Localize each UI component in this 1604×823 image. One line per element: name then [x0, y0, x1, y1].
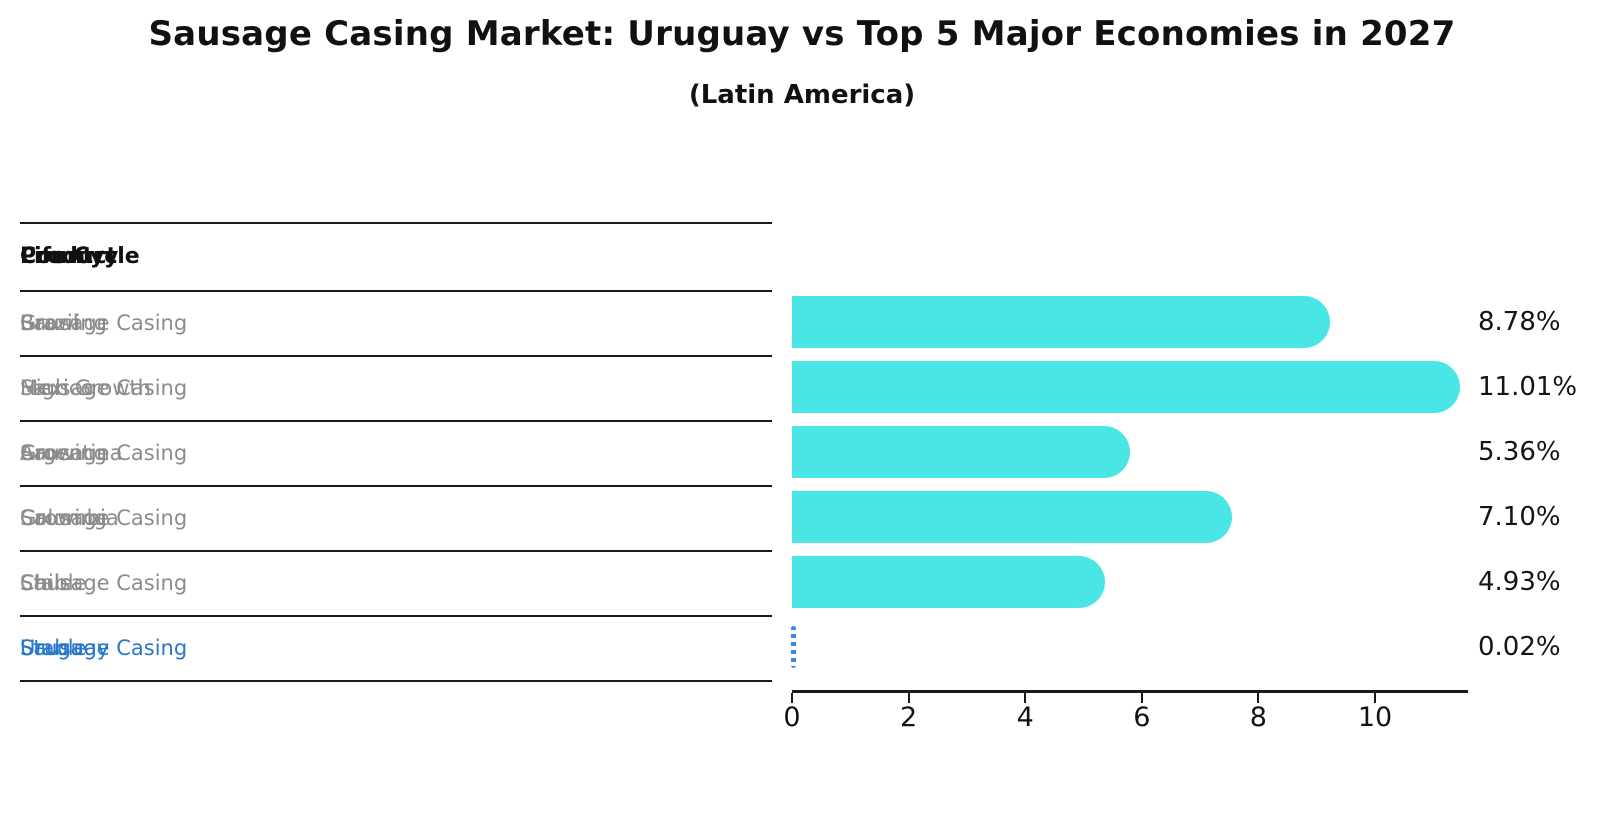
x-axis-tick [1257, 693, 1260, 703]
table-rule [20, 420, 772, 422]
value-label-argentina: 5.36% [1478, 437, 1561, 467]
x-axis-tick [907, 693, 910, 703]
x-axis-tick-label: 8 [1249, 702, 1267, 733]
table-rule [20, 485, 772, 487]
table-cell-life-cycle: High Growth [20, 375, 151, 400]
table-header-row: Country Product Life Cycle [20, 222, 772, 290]
table-cell-country: Colombia [20, 505, 119, 530]
table-cell-life-cycle: Growing [20, 440, 107, 465]
x-axis-tick-label: 6 [1133, 702, 1151, 733]
table-cell-country: Chile [20, 570, 73, 595]
bar-colombia [792, 491, 1232, 543]
table-row: Uruguay Sausage Casing Stable [20, 615, 772, 680]
table-cell-product: Sausage Casing [20, 635, 188, 660]
table-row: Chile Sausage Casing Stable [20, 550, 772, 615]
table-row: Brazil Sausage Casing Growing [20, 290, 772, 355]
x-axis-line [792, 690, 1468, 693]
value-label-colombia: 7.10% [1478, 502, 1561, 532]
page-subtitle: (Latin America) [688, 80, 916, 110]
table-cell-life-cycle: Stable [20, 570, 87, 595]
table-header-cell: Product [20, 243, 118, 269]
table-rule [20, 615, 772, 617]
value-label-mexico: 11.01% [1478, 372, 1578, 402]
table-cell-product: Sausage Casing [20, 440, 188, 465]
bar-uruguay [791, 626, 796, 668]
table-cell-life-cycle: Growing [20, 505, 107, 530]
table-row: Colombia Sausage Casing Growing [20, 485, 772, 550]
table-cell-product: Sausage Casing [20, 570, 188, 595]
value-label-brazil: 8.78% [1478, 307, 1561, 337]
bar-brazil [792, 296, 1330, 348]
bar-chile [792, 556, 1105, 608]
table-cell-life-cycle: Stable [20, 635, 87, 660]
table-cell-product: Sausage Casing [20, 505, 188, 530]
x-axis-tick-label: 10 [1357, 702, 1393, 733]
table-rule [20, 290, 772, 292]
x-axis-tick-label: 2 [900, 702, 918, 733]
table-rule [20, 355, 772, 357]
table-row: Argentina Sausage Casing Growing [20, 420, 772, 485]
x-axis-tick-label: 0 [783, 702, 801, 733]
table-cell-country: Argentina [20, 440, 123, 465]
table-header-cell: Country [20, 243, 119, 269]
table-cell-product: Sausage Casing [20, 375, 188, 400]
table-cell-product: Sausage Casing [20, 310, 188, 335]
x-axis-tick [1024, 693, 1027, 703]
x-axis-tick [1140, 693, 1143, 703]
table-rule [20, 680, 772, 682]
table-header-cell: Life Cycle [20, 243, 140, 269]
bar-mexico [792, 361, 1460, 413]
page-title: Sausage Casing Market: Uruguay vs Top 5 … [148, 14, 1456, 54]
table-cell-country: Uruguay [20, 635, 110, 660]
value-label-chile: 4.93% [1478, 567, 1561, 597]
bar-argentina [792, 426, 1130, 478]
x-axis-tick-label: 4 [1016, 702, 1034, 733]
table-row: Mexico Sausage Casing High Growth [20, 355, 772, 420]
x-axis-tick [1374, 693, 1376, 703]
table-rule [20, 222, 772, 224]
x-axis-tick [791, 693, 793, 703]
table-rule [20, 550, 772, 552]
value-label-uruguay: 0.02% [1478, 632, 1561, 662]
table-cell-country: Mexico [20, 375, 94, 400]
table-cell-life-cycle: Growing [20, 310, 107, 335]
table-cell-country: Brazil [20, 310, 79, 335]
